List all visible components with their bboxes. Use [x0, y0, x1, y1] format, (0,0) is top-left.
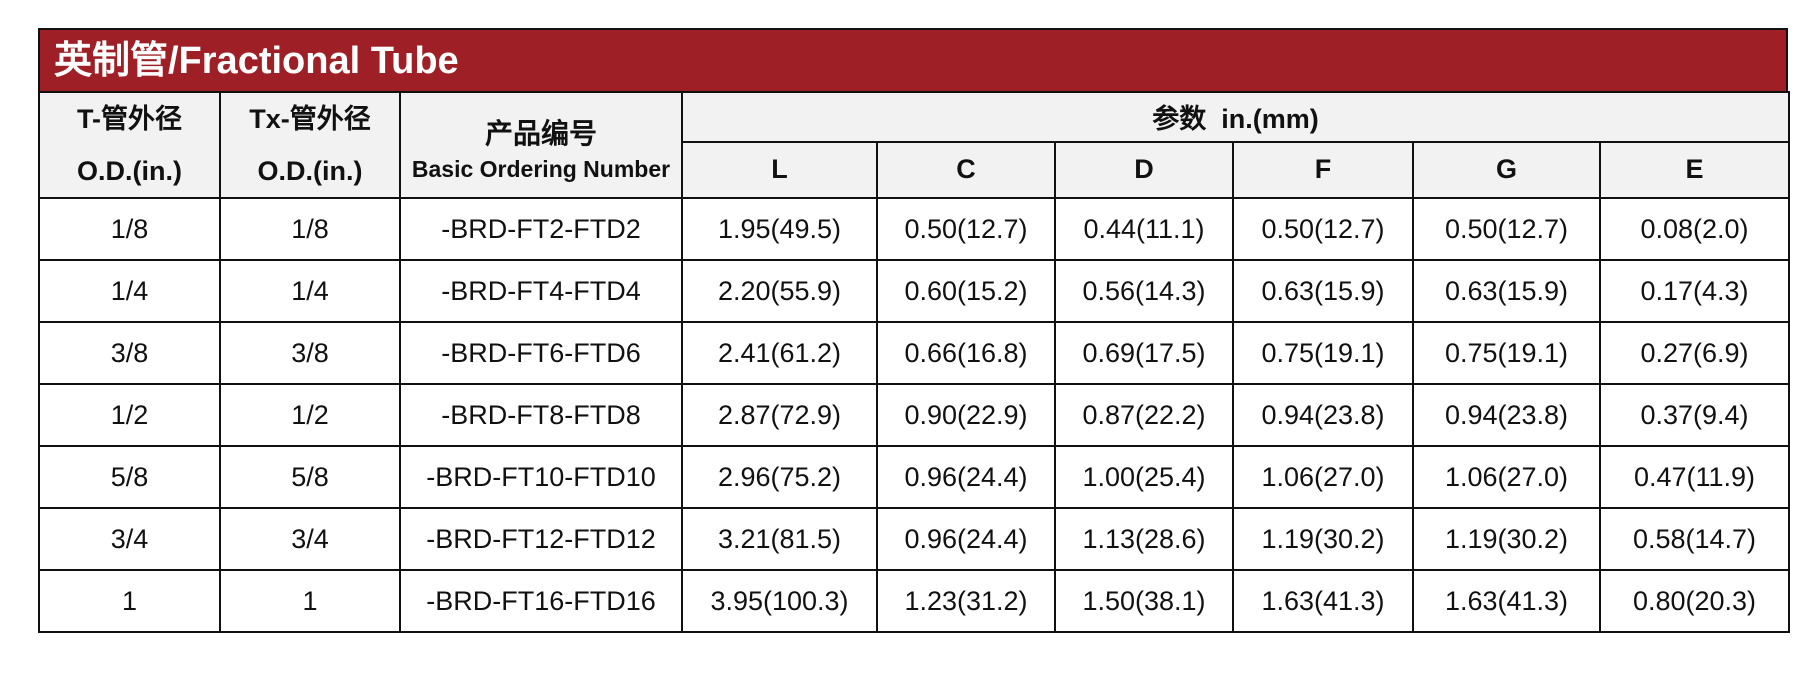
cell-t-od: 3/8 — [38, 321, 221, 385]
header-tx-od: Tx-管外径 O.D.(in.) — [219, 91, 401, 199]
cell-t-od: 1/2 — [38, 383, 221, 447]
spec-table: T-管外径 O.D.(in.) Tx-管外径 O.D.(in.) 产品编号 Ba… — [38, 91, 1791, 633]
header-col-e: E — [1598, 140, 1791, 200]
cell-g: 0.75(19.1) — [1412, 321, 1601, 385]
cell-d: 1.50(38.1) — [1054, 569, 1234, 633]
cell-l: 2.96(75.2) — [681, 445, 878, 509]
cell-tx-od: 1/4 — [219, 259, 401, 323]
table-row: 3/8 3/8 -BRD-FT6-FTD6 2.41(61.2) 0.66(16… — [38, 321, 1791, 385]
cell-c: 0.96(24.4) — [876, 507, 1056, 571]
cell-part-number: -BRD-FT4-FTD4 — [399, 259, 683, 323]
cell-l: 3.95(100.3) — [681, 569, 878, 633]
cell-e: 0.17(4.3) — [1598, 259, 1791, 323]
cell-l: 2.41(61.2) — [681, 321, 878, 385]
cell-t-od: 1 — [38, 569, 221, 633]
cell-d: 1.00(25.4) — [1054, 445, 1234, 509]
cell-c: 0.50(12.7) — [876, 197, 1056, 261]
cell-d: 0.69(17.5) — [1054, 321, 1234, 385]
cell-t-od: 1/8 — [38, 197, 221, 261]
header-tx-od-en: O.D.(in.) — [257, 156, 363, 186]
table-header: T-管外径 O.D.(in.) Tx-管外径 O.D.(in.) 产品编号 Ba… — [38, 91, 1791, 200]
cell-tx-od: 1 — [219, 569, 401, 633]
table-row: 3/4 3/4 -BRD-FT12-FTD12 3.21(81.5) 0.96(… — [38, 507, 1791, 571]
cell-part-number: -BRD-FT16-FTD16 — [399, 569, 683, 633]
cell-tx-od: 3/4 — [219, 507, 401, 571]
table-row: 1/4 1/4 -BRD-FT4-FTD4 2.20(55.9) 0.60(15… — [38, 259, 1791, 323]
table-row: 1 1 -BRD-FT16-FTD16 3.95(100.3) 1.23(31.… — [38, 569, 1791, 633]
cell-e: 0.47(11.9) — [1598, 445, 1791, 509]
header-col-l: L — [681, 140, 878, 200]
cell-t-od: 5/8 — [38, 445, 221, 509]
cell-d: 0.87(22.2) — [1054, 383, 1234, 447]
cell-tx-od: 1/8 — [219, 197, 401, 261]
cell-f: 1.19(30.2) — [1232, 507, 1414, 571]
cell-g: 1.63(41.3) — [1412, 569, 1601, 633]
fractional-tube-table: 英制管/Fractional Tube T-管外径 O.D.(in.) Tx-管… — [38, 28, 1791, 633]
header-t-od-cn: T-管外径 — [77, 104, 182, 134]
cell-f: 0.94(23.8) — [1232, 383, 1414, 447]
table-body: 1/8 1/8 -BRD-FT2-FTD2 1.95(49.5) 0.50(12… — [38, 197, 1791, 633]
cell-f: 1.63(41.3) — [1232, 569, 1414, 633]
header-t-od: T-管外径 O.D.(in.) — [38, 91, 221, 199]
table-title: 英制管/Fractional Tube — [38, 28, 1788, 91]
cell-c: 1.23(31.2) — [876, 569, 1056, 633]
cell-f: 1.06(27.0) — [1232, 445, 1414, 509]
cell-l: 2.87(72.9) — [681, 383, 878, 447]
table-row: 1/2 1/2 -BRD-FT8-FTD8 2.87(72.9) 0.90(22… — [38, 383, 1791, 447]
header-ordering-number: 产品编号 Basic Ordering Number — [399, 91, 683, 199]
cell-c: 0.90(22.9) — [876, 383, 1056, 447]
cell-t-od: 3/4 — [38, 507, 221, 571]
cell-t-od: 1/4 — [38, 259, 221, 323]
table-row: 1/8 1/8 -BRD-FT2-FTD2 1.95(49.5) 0.50(12… — [38, 197, 1791, 261]
cell-e: 0.37(9.4) — [1598, 383, 1791, 447]
cell-l: 3.21(81.5) — [681, 507, 878, 571]
cell-f: 0.75(19.1) — [1232, 321, 1414, 385]
header-t-od-en: O.D.(in.) — [77, 156, 182, 186]
cell-tx-od: 1/2 — [219, 383, 401, 447]
cell-g: 0.94(23.8) — [1412, 383, 1601, 447]
cell-f: 0.63(15.9) — [1232, 259, 1414, 323]
cell-tx-od: 5/8 — [219, 445, 401, 509]
header-col-g: G — [1412, 140, 1601, 200]
cell-c: 0.66(16.8) — [876, 321, 1056, 385]
cell-part-number: -BRD-FT6-FTD6 — [399, 321, 683, 385]
cell-e: 0.58(14.7) — [1598, 507, 1791, 571]
cell-g: 1.19(30.2) — [1412, 507, 1601, 571]
cell-d: 1.13(28.6) — [1054, 507, 1234, 571]
cell-l: 1.95(49.5) — [681, 197, 878, 261]
cell-d: 0.44(11.1) — [1054, 197, 1234, 261]
cell-c: 0.60(15.2) — [876, 259, 1056, 323]
header-col-d: D — [1054, 140, 1234, 200]
cell-tx-od: 3/8 — [219, 321, 401, 385]
cell-part-number: -BRD-FT8-FTD8 — [399, 383, 683, 447]
cell-e: 0.80(20.3) — [1598, 569, 1791, 633]
header-params: 参数 in.(mm) — [680, 91, 1791, 143]
header-col-c: C — [876, 140, 1056, 200]
header-col-f: F — [1232, 140, 1414, 200]
cell-e: 0.08(2.0) — [1598, 197, 1791, 261]
cell-c: 0.96(24.4) — [876, 445, 1056, 509]
cell-l: 2.20(55.9) — [681, 259, 878, 323]
cell-part-number: -BRD-FT2-FTD2 — [399, 197, 683, 261]
header-ordering-cn: 产品编号 — [484, 118, 597, 149]
cell-part-number: -BRD-FT10-FTD10 — [399, 445, 683, 509]
cell-e: 0.27(6.9) — [1598, 321, 1791, 385]
table-row: 5/8 5/8 -BRD-FT10-FTD10 2.96(75.2) 0.96(… — [38, 445, 1791, 509]
cell-f: 0.50(12.7) — [1232, 197, 1414, 261]
cell-g: 1.06(27.0) — [1412, 445, 1601, 509]
cell-part-number: -BRD-FT12-FTD12 — [399, 507, 683, 571]
header-tx-od-cn: Tx-管外径 — [249, 104, 371, 134]
cell-g: 0.63(15.9) — [1412, 259, 1601, 323]
cell-g: 0.50(12.7) — [1412, 197, 1601, 261]
header-ordering-en: Basic Ordering Number — [411, 156, 671, 182]
cell-d: 0.56(14.3) — [1054, 259, 1234, 323]
